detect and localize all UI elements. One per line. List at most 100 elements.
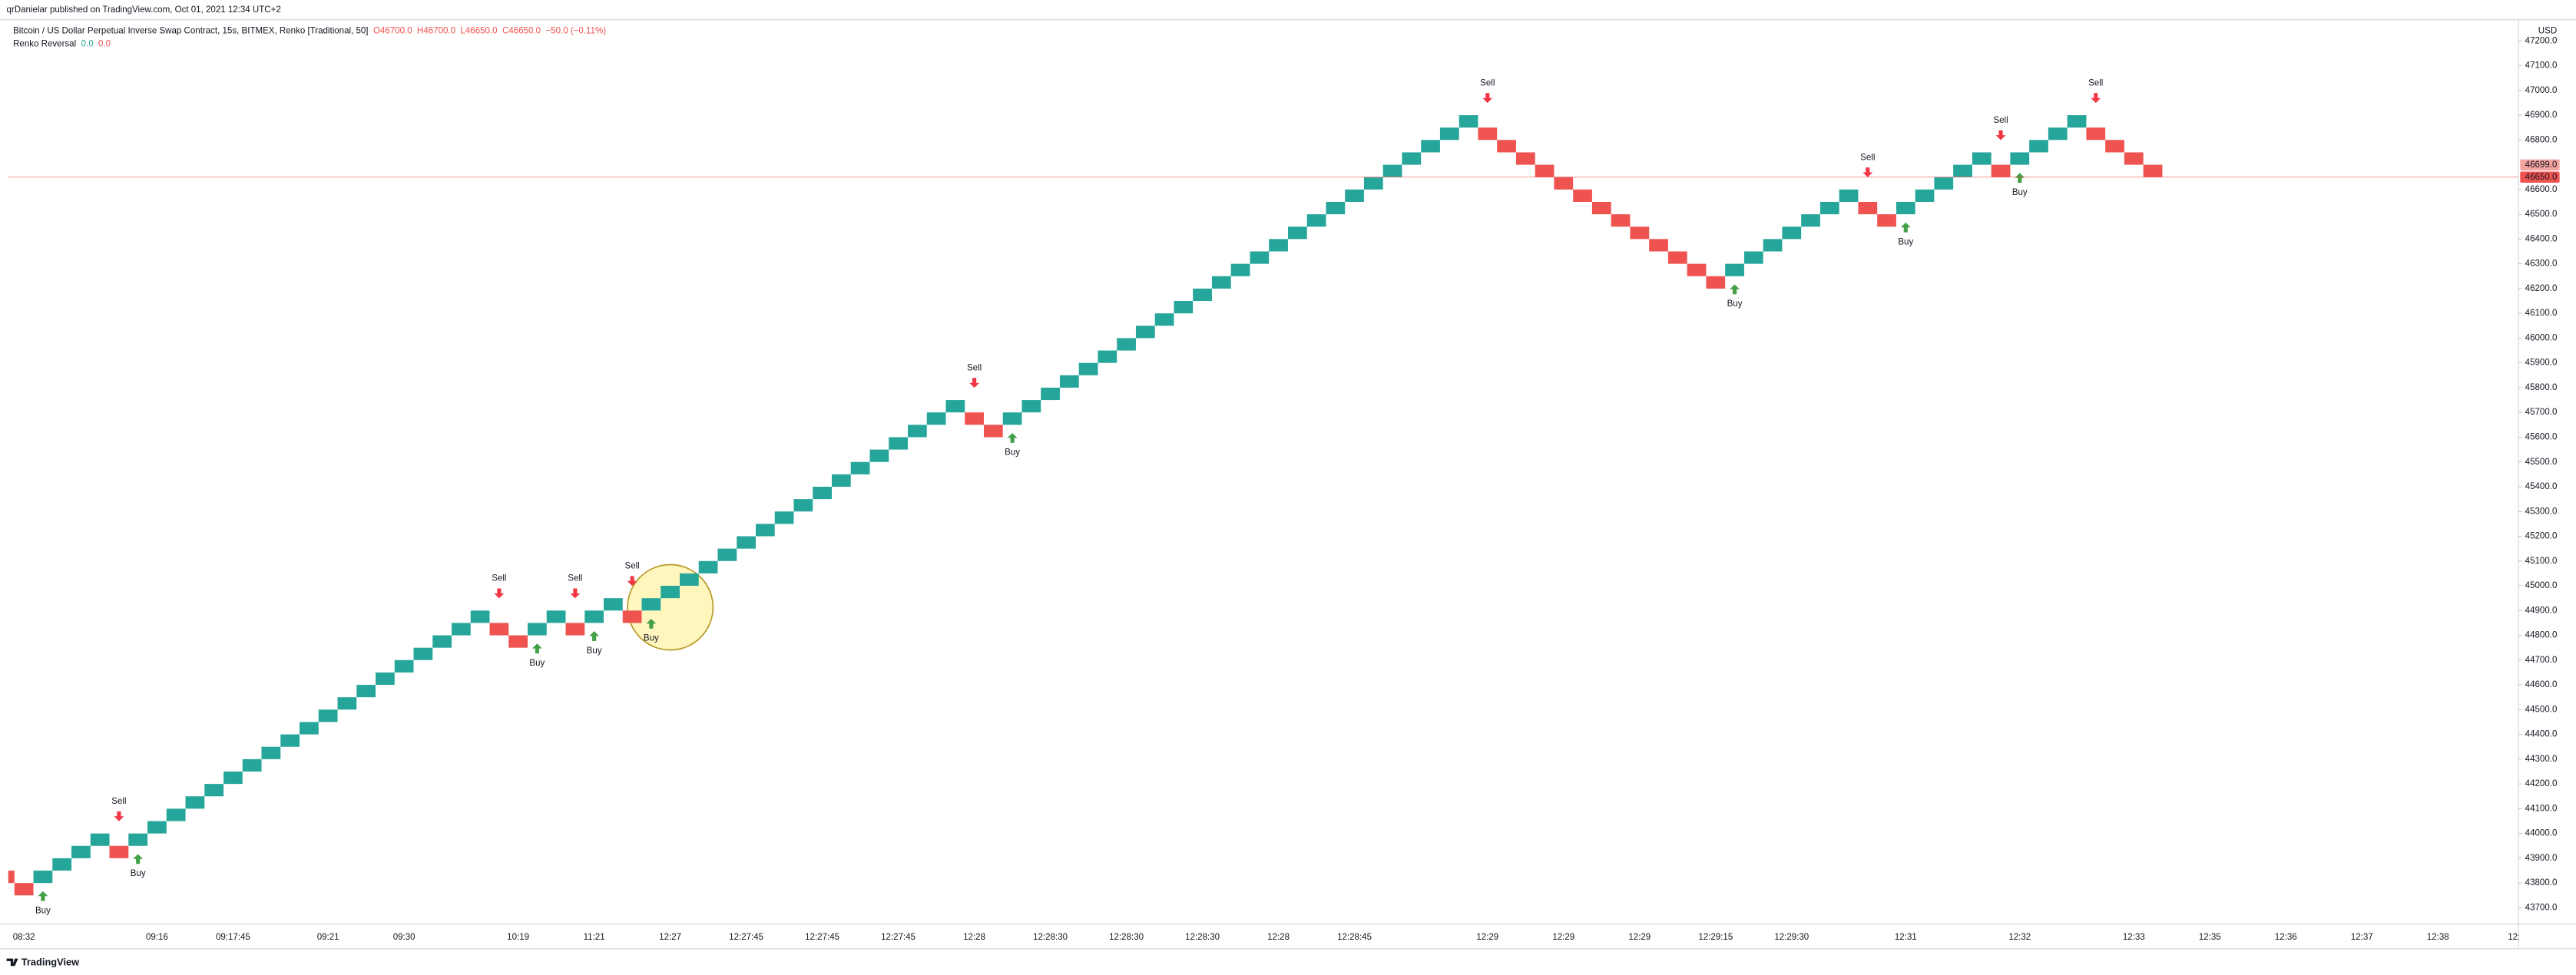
renko-brick: [528, 623, 547, 636]
y-tick-label: 45400.0: [2525, 482, 2558, 491]
sell-label: Sell: [967, 364, 982, 373]
ohlc-value: −50.0 (−0.11%): [545, 27, 606, 36]
sell-arrow: [969, 378, 980, 388]
renko-brick: [926, 412, 946, 425]
renko-brick: [1117, 338, 1136, 351]
renko-brick: [452, 623, 471, 636]
renko-brick: [1478, 127, 1498, 140]
renko-brick: [128, 833, 148, 846]
renko-brick: [280, 734, 300, 747]
renko-brick: [300, 722, 319, 735]
y-tick-label: 45900.0: [2525, 359, 2558, 368]
renko-brick: [1515, 152, 1535, 165]
renko-brick: [2086, 127, 2106, 140]
indicator-name: Renko Reversal: [13, 40, 76, 49]
renko-brick: [52, 858, 72, 871]
renko-brick: [2010, 152, 2030, 165]
renko-brick: [1497, 140, 1516, 153]
price-tag: [2520, 159, 2560, 171]
currency-unit: USD: [2538, 27, 2557, 36]
renko-brick: [679, 573, 699, 587]
renko-brick: [14, 883, 34, 896]
x-tick-label: 08:32: [13, 933, 35, 942]
renko-brick: [356, 685, 376, 698]
y-tick-label: 47100.0: [2525, 61, 2558, 71]
renko-brick: [584, 610, 604, 623]
y-tick-label: 45700.0: [2525, 408, 2558, 417]
renko-brick: [737, 536, 756, 549]
x-tick-label: 09:30: [393, 933, 416, 942]
legend-title: Bitcoin / US Dollar Perpetual Inverse Sw…: [13, 27, 368, 36]
buy-arrow: [1730, 284, 1740, 295]
logo-mark: [6, 958, 18, 967]
renko-brick: [1174, 301, 1194, 314]
renko-brick: [1439, 127, 1459, 140]
renko-brick: [90, 833, 110, 846]
x-tick-label: 12:27:45: [729, 933, 763, 942]
renko-brick: [1287, 226, 1307, 240]
renko-brick: [1915, 189, 1935, 202]
sell-arrow: [627, 576, 637, 587]
renko-brick: [1573, 189, 1592, 202]
y-tick-label: 45800.0: [2525, 383, 2558, 392]
renko-brick: [242, 759, 262, 772]
buy-arrow: [2015, 173, 2025, 183]
renko-brick: [376, 672, 395, 686]
x-tick-label: 12:38: [2427, 933, 2449, 942]
sell-label: Sell: [1993, 116, 2008, 125]
x-tick-label: 12:33: [2123, 933, 2145, 942]
ohlc-value: H46700.0: [417, 27, 455, 36]
renko-brick: [1953, 164, 1972, 177]
renko-brick: [432, 635, 452, 648]
renko-brick: [1021, 400, 1041, 413]
x-tick-label: 12:29: [1476, 933, 1498, 942]
renko-brick: [394, 659, 414, 673]
y-tick-label: 46000.0: [2525, 333, 2558, 342]
price-tag-label: 46650.0: [2525, 173, 2558, 182]
x-tick-label: 12:31: [1895, 933, 1917, 942]
renko-brick: [147, 821, 167, 834]
renko-brick: [889, 437, 908, 450]
x-tick-label: 12:28: [1267, 933, 1290, 942]
renko-brick: [945, 400, 965, 413]
renko-brick: [1250, 251, 1270, 264]
price-axis-cover: [2518, 924, 2576, 949]
x-tick-label: 12:27: [659, 933, 681, 942]
x-tick-label: 12:28:30: [1033, 933, 1068, 942]
y-tick-label: 46200.0: [2525, 284, 2558, 293]
renko-brick: [1345, 189, 1364, 202]
sell-label: Sell: [2088, 79, 2103, 88]
legend-title-row: Bitcoin / US Dollar Perpetual Inverse Sw…: [13, 27, 606, 36]
renko-brick: [1591, 201, 1611, 215]
renko-brick: [470, 610, 490, 623]
renko-brick: [2048, 127, 2068, 140]
x-tick-label: 12:27:45: [805, 933, 839, 942]
sell-label: Sell: [1860, 153, 1875, 162]
renko-brick: [109, 845, 129, 858]
renko-brick: [1877, 214, 1896, 227]
sell-label: Sell: [568, 574, 582, 583]
renko-brick: [1306, 214, 1326, 227]
x-tick-label: 12:28:30: [1109, 933, 1144, 942]
renko-brick: [166, 808, 186, 821]
renko-brick: [1858, 201, 1878, 215]
x-tick-label: 12:36: [2275, 933, 2297, 942]
x-tick-label: 12:35: [2199, 933, 2221, 942]
buy-arrow: [646, 618, 657, 629]
renko-brick: [1649, 239, 1668, 252]
renko-brick: [1743, 251, 1763, 264]
renko-brick: [1782, 226, 1802, 240]
price-tag-label: 46699.0: [2525, 160, 2558, 170]
x-tick-label: 12:29: [1552, 933, 1574, 942]
renko-brick: [1193, 288, 1212, 302]
buy-label: Buy: [644, 634, 659, 643]
buy-arrow: [1900, 222, 1911, 233]
buy-arrow: [531, 643, 542, 654]
y-tick-label: 47200.0: [2525, 36, 2558, 45]
renko-brick: [1535, 164, 1555, 177]
renko-brick: [565, 623, 585, 636]
y-tick-label: 44400.0: [2525, 730, 2558, 739]
renko-brick: [1154, 313, 1174, 326]
